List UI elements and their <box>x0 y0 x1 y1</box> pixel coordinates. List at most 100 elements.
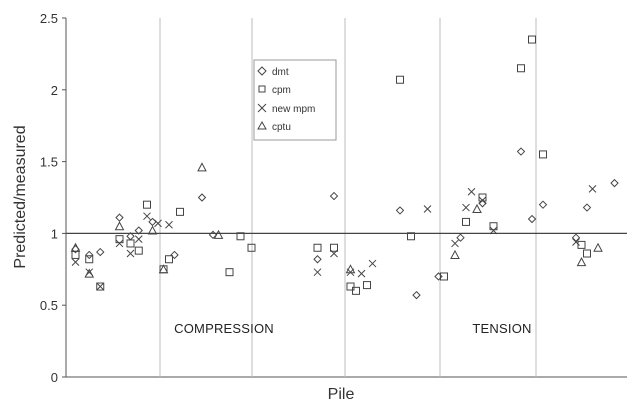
point-cptu <box>213 229 224 239</box>
point-cpm <box>176 207 184 216</box>
legend-label-dmt: dmt <box>272 67 289 78</box>
y-tick-label: 2.5 <box>40 11 58 26</box>
point-cptu <box>147 225 158 235</box>
point-cpm <box>115 235 124 244</box>
point-cpm <box>313 243 322 252</box>
point-new-mpm <box>165 220 173 229</box>
point-cptu <box>345 264 356 274</box>
y-tick-label: 1.5 <box>40 155 58 170</box>
point-new-mpm <box>588 185 597 193</box>
point-new-mpm <box>134 235 143 243</box>
point-dmt <box>538 200 548 209</box>
point-cptu <box>84 268 95 278</box>
point-new-mpm <box>96 282 105 291</box>
point-dmt <box>516 147 526 156</box>
point-cpm <box>330 243 338 252</box>
point-cpm <box>407 232 415 241</box>
data-marks <box>70 35 619 300</box>
legend-label-cpm: cpm <box>272 85 291 96</box>
point-cpm <box>85 255 94 264</box>
point-cptu <box>158 264 169 274</box>
point-new-mpm <box>572 238 580 246</box>
point-cpm <box>363 281 371 290</box>
point-cpm <box>143 200 151 209</box>
point-dmt <box>134 226 143 235</box>
point-dmt <box>115 213 124 222</box>
point-cpm <box>539 150 547 159</box>
point-cptu <box>114 221 125 231</box>
point-new-mpm <box>357 269 366 278</box>
point-new-mpm <box>478 196 487 205</box>
point-dmt <box>571 233 581 242</box>
legend-label-cptu: cptu <box>272 122 291 133</box>
plot-area <box>65 18 627 378</box>
point-dmt <box>395 206 405 215</box>
point-dmt <box>208 230 218 240</box>
y-axis-title: Predicted/measured <box>12 125 29 268</box>
point-cpm <box>225 268 234 277</box>
point-new-mpm <box>313 268 322 277</box>
point-new-mpm <box>330 249 338 258</box>
point-new-mpm <box>462 203 470 212</box>
legend-marker-cptu <box>257 120 267 130</box>
point-dmt <box>329 191 339 201</box>
point-cpm <box>165 255 173 264</box>
point-new-mpm <box>115 239 124 248</box>
y-tick-label: 2 <box>51 83 58 98</box>
y-tick-label: 0.5 <box>40 298 58 313</box>
point-dmt <box>96 247 105 257</box>
point-new-mpm <box>451 239 459 248</box>
point-cptu <box>593 242 603 252</box>
annotation-tension: TENSION <box>472 321 531 336</box>
y-axis-ticks: 0 0.5 1 1.5 2 2.5 <box>40 11 66 385</box>
point-new-mpm <box>126 249 135 258</box>
legend-item-dmt: dmt <box>257 66 289 78</box>
point-cpm <box>346 282 355 291</box>
y-tick-label: 0 <box>51 370 58 385</box>
point-cpm <box>396 75 404 84</box>
point-dmt <box>456 233 465 242</box>
legend-box <box>253 59 337 141</box>
point-new-mpm <box>423 205 432 213</box>
legend-label-new-mpm: new mpm <box>272 104 315 115</box>
point-dmt <box>170 250 179 260</box>
y-tick-label: 1 <box>51 226 58 241</box>
legend-marker-cpm <box>258 85 266 93</box>
x-axis-title: Pile <box>328 386 355 403</box>
point-dmt <box>582 203 592 212</box>
point-cpm <box>489 222 498 231</box>
point-cpm <box>352 286 360 295</box>
point-cpm <box>528 35 536 44</box>
legend-item-cptu: cptu <box>257 120 291 133</box>
legend-marker-dmt <box>257 66 267 76</box>
annotation-compression: COMPRESSION <box>174 321 274 336</box>
point-dmt <box>527 214 537 224</box>
point-cpm <box>583 249 591 258</box>
point-cpm <box>247 243 256 252</box>
legend-item-new-mpm: new mpm <box>257 103 315 115</box>
point-new-mpm <box>154 219 162 228</box>
point-cptu <box>70 242 81 252</box>
point-cpm <box>577 240 586 249</box>
point-cpm <box>462 217 470 226</box>
point-cptu <box>576 257 587 267</box>
point-cpm <box>236 232 245 241</box>
point-cpm <box>517 64 525 73</box>
point-new-mpm <box>71 258 80 266</box>
point-cpm <box>440 272 448 281</box>
point-new-mpm <box>368 259 377 268</box>
point-cpm <box>96 282 105 291</box>
point-dmt <box>610 178 619 188</box>
point-dmt <box>197 193 207 202</box>
point-cpm <box>126 239 135 248</box>
point-dmt <box>85 250 94 260</box>
point-dmt <box>412 290 421 300</box>
point-new-mpm <box>143 212 151 221</box>
point-cptu <box>472 203 482 213</box>
point-new-mpm <box>489 226 498 235</box>
legend-marker-new-mpm <box>257 103 267 113</box>
legend-item-cpm: cpm <box>258 85 291 96</box>
point-cptu <box>450 249 460 259</box>
point-new-mpm <box>467 187 476 196</box>
